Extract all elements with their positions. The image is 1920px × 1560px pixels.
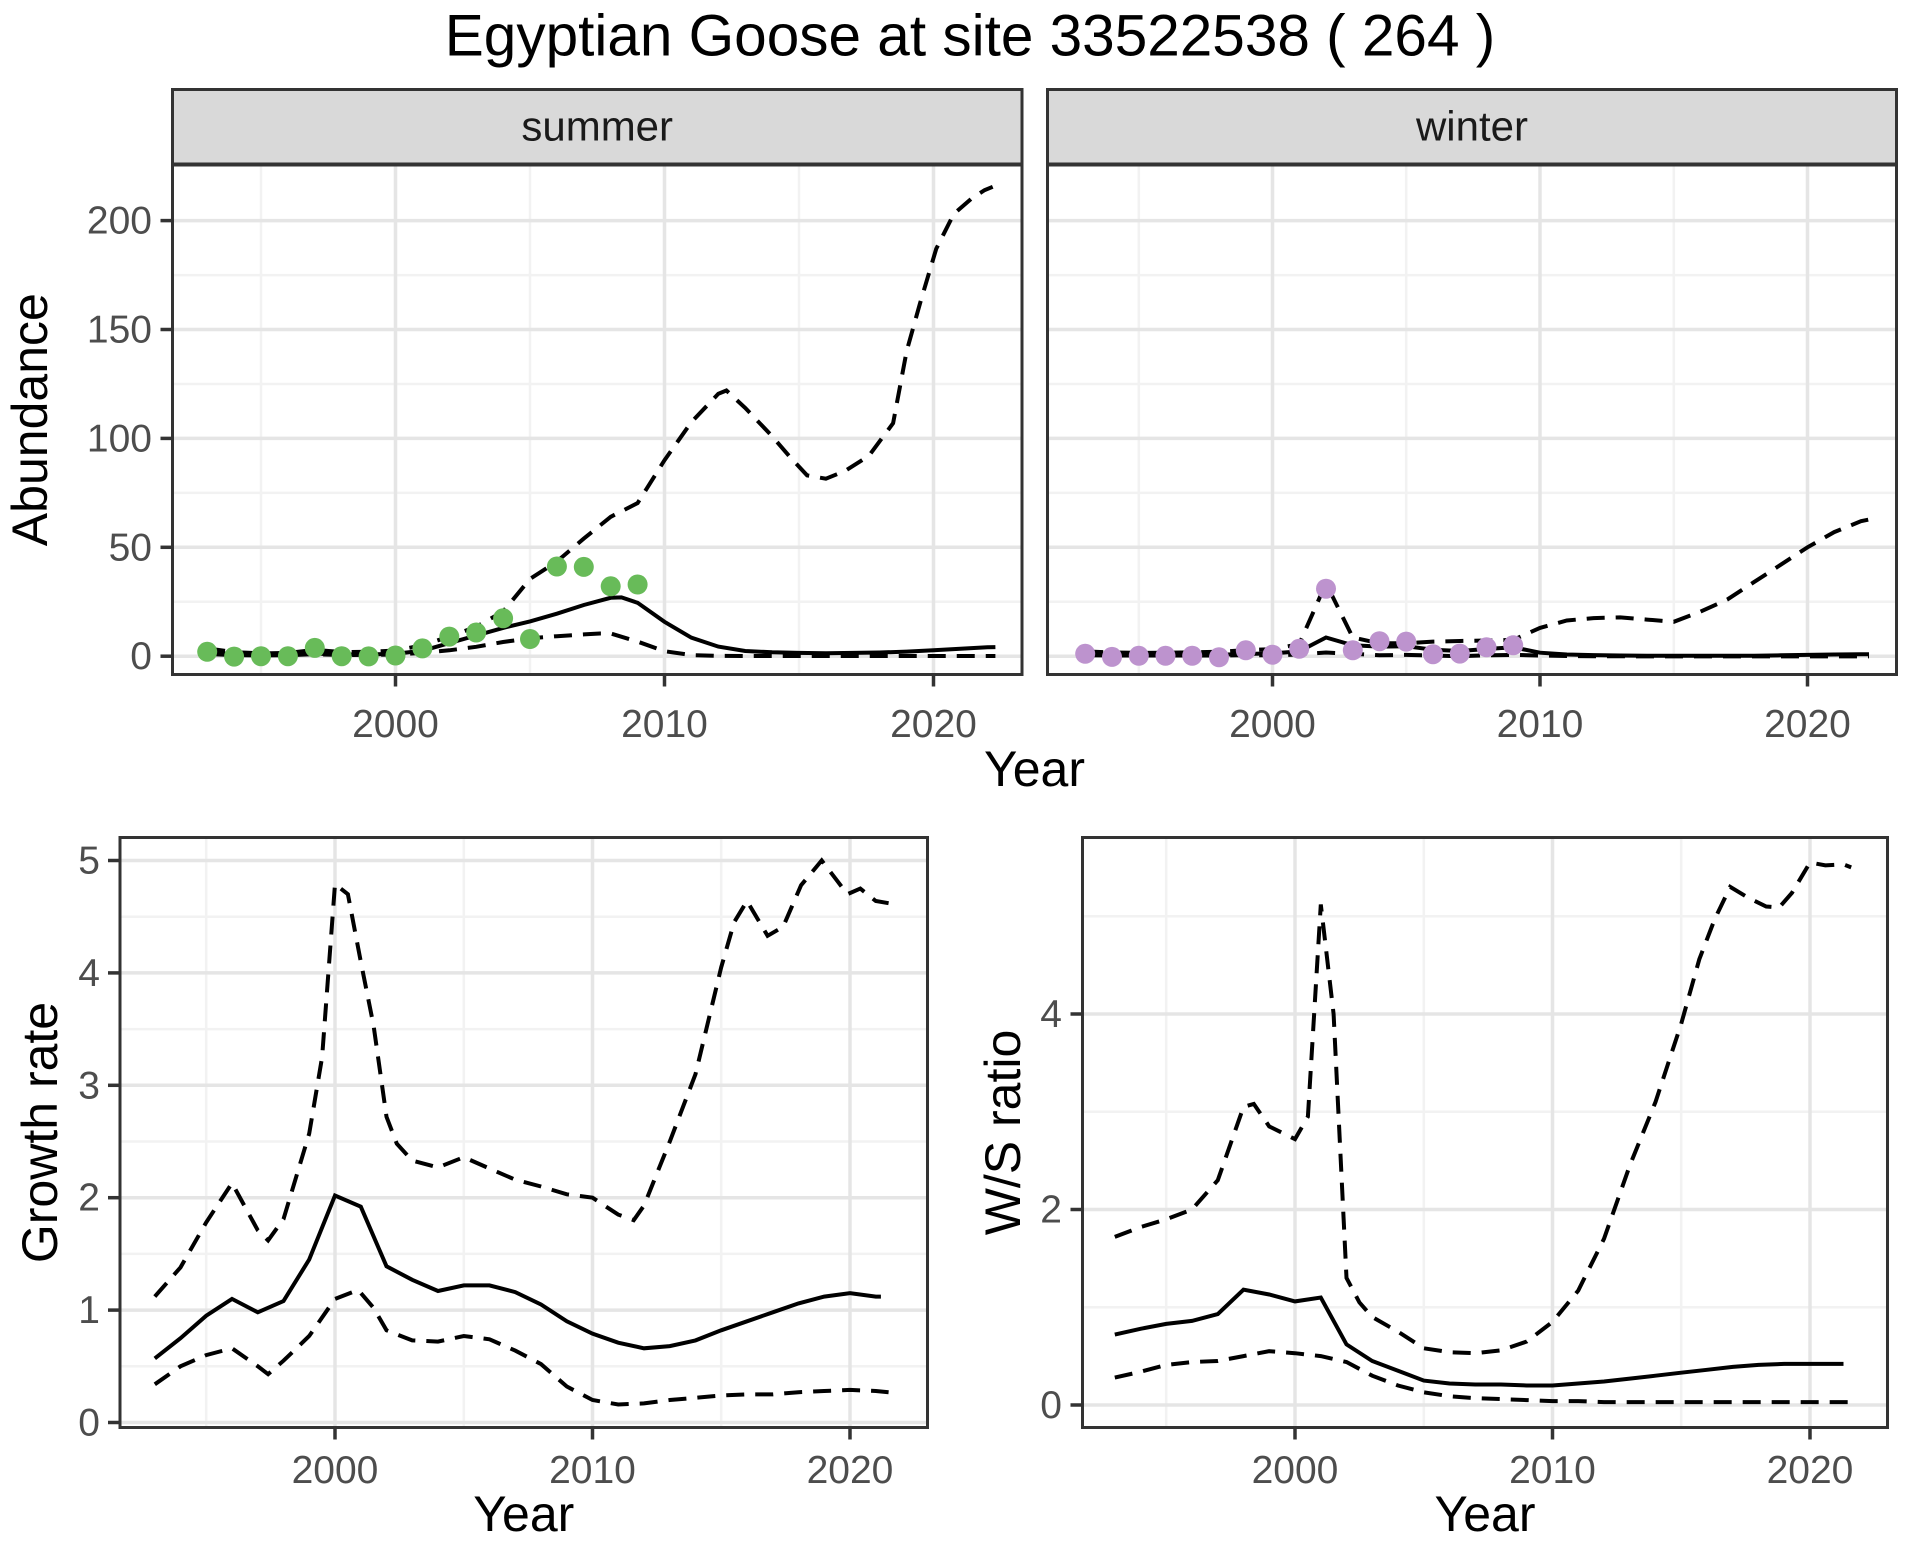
- svg-text:2000: 2000: [292, 1449, 379, 1492]
- svg-text:winter: winter: [1415, 102, 1528, 149]
- svg-text:2000: 2000: [1229, 703, 1316, 746]
- svg-text:Year: Year: [473, 1486, 574, 1542]
- svg-text:100: 100: [87, 417, 152, 460]
- svg-text:4: 4: [78, 952, 100, 995]
- svg-text:2010: 2010: [621, 703, 708, 746]
- svg-text:3: 3: [78, 1064, 100, 1107]
- svg-text:summer: summer: [521, 102, 673, 149]
- svg-text:150: 150: [87, 309, 152, 352]
- svg-text:0: 0: [78, 1402, 100, 1445]
- svg-text:2020: 2020: [1764, 703, 1851, 746]
- svg-text:0: 0: [1040, 1384, 1062, 1427]
- svg-text:5: 5: [78, 840, 100, 883]
- svg-text:2: 2: [1040, 1189, 1062, 1232]
- svg-text:Year: Year: [984, 741, 1085, 797]
- svg-text:2010: 2010: [549, 1449, 636, 1492]
- svg-text:50: 50: [109, 526, 152, 569]
- svg-text:2010: 2010: [1497, 703, 1584, 746]
- svg-text:1: 1: [78, 1289, 100, 1332]
- svg-text:2020: 2020: [1767, 1449, 1854, 1492]
- svg-text:2010: 2010: [1509, 1449, 1596, 1492]
- svg-text:W/S ratio: W/S ratio: [975, 1030, 1031, 1236]
- svg-text:2000: 2000: [1252, 1449, 1339, 1492]
- svg-text:Egyptian Goose at site 3352253: Egyptian Goose at site 33522538 ( 264 ): [445, 3, 1495, 68]
- svg-text:2020: 2020: [890, 703, 977, 746]
- svg-text:2: 2: [78, 1177, 100, 1220]
- svg-text:Abundance: Abundance: [2, 293, 58, 546]
- svg-text:4: 4: [1040, 993, 1062, 1036]
- svg-text:Growth rate: Growth rate: [12, 1002, 68, 1263]
- svg-text:0: 0: [130, 635, 152, 678]
- svg-text:2020: 2020: [807, 1449, 894, 1492]
- svg-text:Year: Year: [1434, 1486, 1535, 1542]
- svg-text:200: 200: [87, 200, 152, 243]
- svg-text:2000: 2000: [352, 703, 439, 746]
